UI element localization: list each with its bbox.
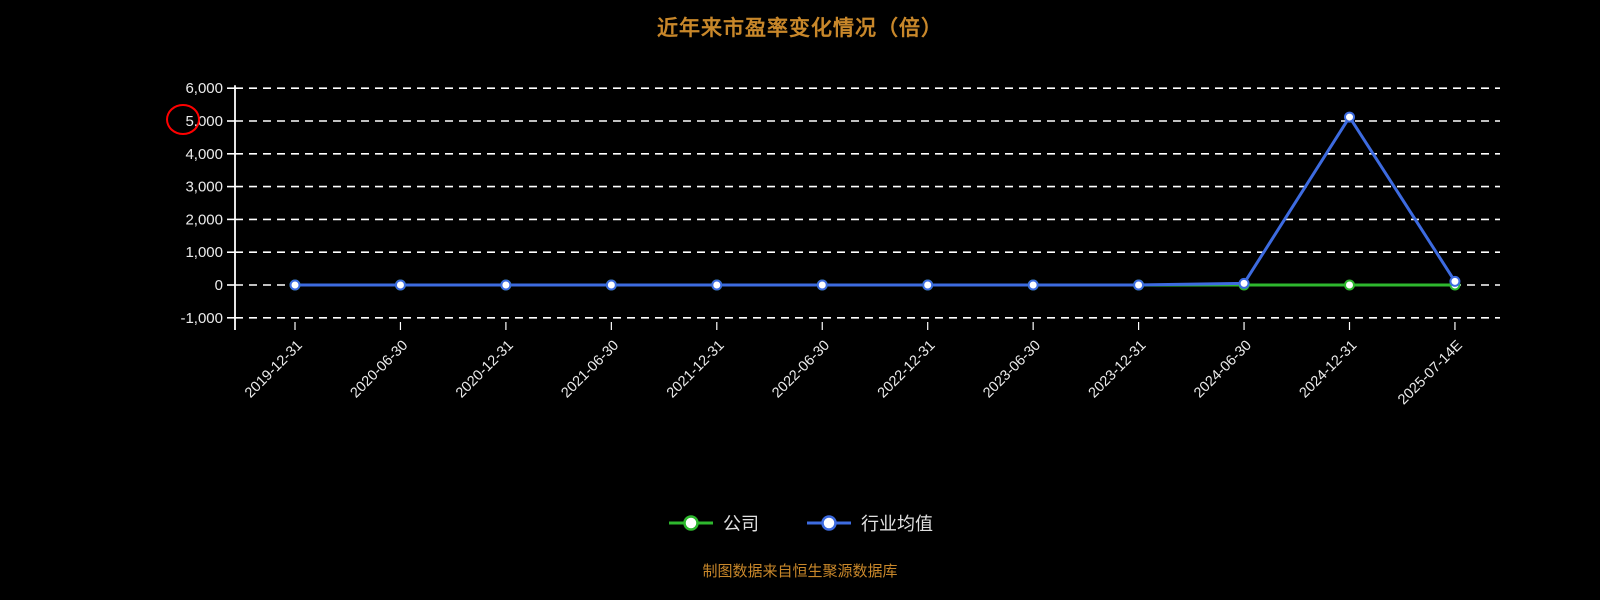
x-axis-label: 2025-07-14E	[1395, 337, 1466, 408]
x-axis-label: 2023-12-31	[1086, 338, 1150, 402]
data-point-marker-industry[interactable]	[922, 279, 934, 291]
industry-legend-marker-icon	[807, 515, 851, 531]
y-axis-label: 5,000	[185, 113, 223, 130]
data-point-marker-industry[interactable]	[289, 279, 301, 291]
y-axis-label: 6,000	[185, 80, 223, 97]
data-point-marker-industry[interactable]	[500, 279, 512, 291]
legend-label-industry: 行业均值	[861, 514, 933, 534]
x-axis-label: 2024-06-30	[1191, 338, 1255, 402]
y-axis-label: 4,000	[185, 146, 223, 163]
x-axis-label: 2022-12-31	[875, 338, 939, 402]
legend: 公司 行业均值	[0, 510, 1600, 536]
company-legend-marker-icon	[669, 515, 713, 531]
x-axis-label: 2021-06-30	[558, 338, 622, 402]
data-point-marker-industry[interactable]	[394, 279, 406, 291]
y-axis-label: 1,000	[185, 244, 223, 261]
legend-item-industry[interactable]: 行业均值	[805, 510, 933, 536]
legend-item-company[interactable]: 公司	[667, 510, 759, 536]
series-line-industry	[293, 115, 1457, 287]
x-axis-label: 2023-06-30	[980, 338, 1044, 402]
data-point-marker-industry[interactable]	[1133, 279, 1145, 291]
data-point-marker-industry[interactable]	[1344, 111, 1355, 123]
data-point-marker-industry[interactable]	[1238, 277, 1250, 289]
x-axis-label: 2022-06-30	[769, 338, 833, 402]
y-axis-label: 3,000	[185, 179, 223, 196]
y-axis-label: 0	[215, 277, 223, 294]
x-axis-label: 2019-12-31	[242, 338, 306, 402]
x-axis-label: 2021-12-31	[664, 338, 728, 402]
legend-label-company: 公司	[723, 514, 759, 534]
y-axis-label: 2,000	[185, 211, 223, 228]
x-axis-label: 2024-12-31	[1297, 338, 1361, 402]
data-point-marker-industry[interactable]	[816, 279, 828, 291]
data-point-marker-industry[interactable]	[1449, 275, 1461, 287]
x-axis-label: 2020-12-31	[453, 338, 517, 402]
data-point-marker-company[interactable]	[1344, 279, 1355, 291]
source-note: 制图数据来自恒生聚源数据库	[702, 563, 898, 580]
x-axis-label: 2020-06-30	[348, 338, 412, 402]
data-point-marker-industry[interactable]	[711, 279, 723, 291]
chart-title: 近年来市盈率变化情况（倍）	[657, 17, 943, 40]
data-point-marker-industry[interactable]	[605, 279, 617, 291]
data-point-marker-industry[interactable]	[1027, 279, 1039, 291]
y-axis-label: -1,000	[180, 310, 223, 327]
